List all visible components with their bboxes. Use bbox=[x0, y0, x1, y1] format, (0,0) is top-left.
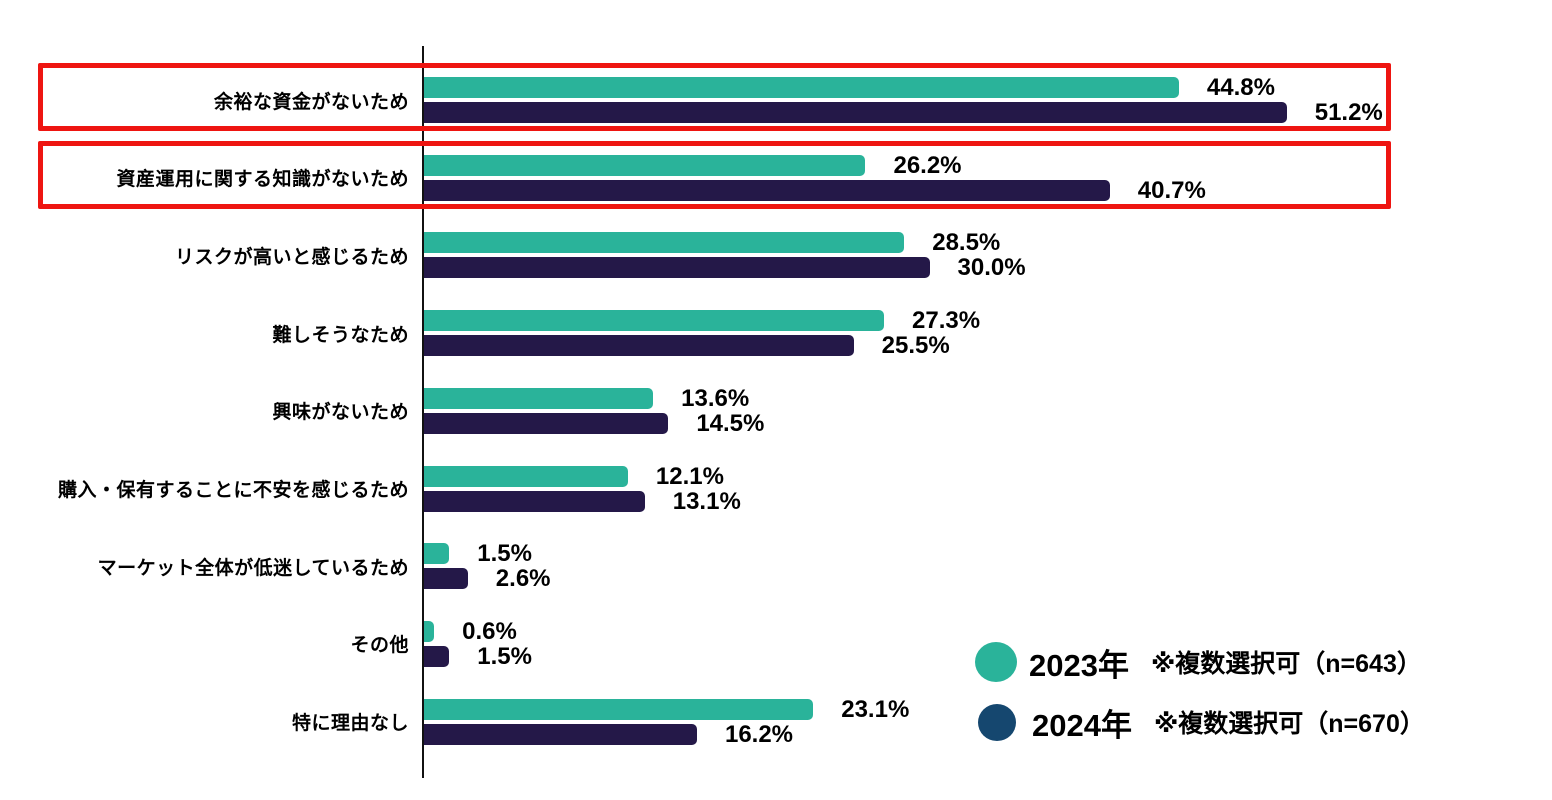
bar-2024年 bbox=[424, 645, 450, 667]
bar-line-2024年: 40.7% bbox=[424, 176, 1206, 204]
category-row: 興味がないため 13.6% 14.5% bbox=[0, 372, 1552, 450]
category-label: 特に理由なし bbox=[291, 713, 409, 735]
bar-2023年 bbox=[424, 232, 905, 254]
bar-2023年 bbox=[424, 698, 814, 720]
bar-line-2023年: 28.5% bbox=[424, 229, 1001, 257]
bar-2023年 bbox=[424, 620, 435, 642]
category-row: 余裕な資金がないため 44.8% 51.2% bbox=[0, 61, 1552, 139]
legend-dot-2024-icon bbox=[978, 703, 1016, 741]
value-label: 25.5% bbox=[881, 332, 950, 360]
bar-2024年 bbox=[424, 257, 930, 279]
category-row: 特に理由なし 23.1% 16.2% bbox=[0, 683, 1552, 761]
legend-entry-2024: 2024年 ※複数選択可（n=670） bbox=[975, 700, 1425, 744]
value-label: 2.6% bbox=[495, 565, 551, 593]
legend-year-2023: 2023年 bbox=[1029, 647, 1129, 683]
value-label: 12.1% bbox=[655, 462, 724, 490]
category-label: 難しそうなため bbox=[272, 324, 409, 346]
legend-note-2023: ※複数選択可（n=643） bbox=[1150, 650, 1422, 678]
bar-2024年 bbox=[424, 568, 468, 590]
category-row: マーケット全体が低迷しているため 1.5% 2.6% bbox=[0, 527, 1552, 605]
bar-2024年 bbox=[424, 490, 645, 512]
bar-line-2024年: 51.2% bbox=[424, 99, 1383, 126]
bar-2024年 bbox=[424, 723, 697, 745]
legend-entry-2023: 2023年 ※複数選択可（n=643） bbox=[975, 640, 1425, 684]
category-label: マーケット全体が低迷しているため bbox=[97, 557, 409, 579]
value-label: 27.3% bbox=[912, 307, 981, 335]
bar-line-2023年: 12.1% bbox=[424, 462, 724, 490]
bar-line-2024年: 14.5% bbox=[424, 409, 765, 437]
value-label: 13.6% bbox=[681, 384, 750, 412]
bar-2023年 bbox=[424, 543, 450, 565]
legend-dot-2023-icon bbox=[975, 642, 1017, 682]
value-label: 30.0% bbox=[957, 254, 1026, 282]
value-label: 23.1% bbox=[841, 695, 910, 723]
bar-2023年 bbox=[424, 154, 866, 176]
bar-line-2024年: 25.5% bbox=[424, 332, 950, 360]
bar-line-2024年: 1.5% bbox=[424, 642, 532, 670]
value-label: 0.6% bbox=[462, 617, 517, 645]
category-label: リスクが高いと感じるため bbox=[174, 246, 409, 268]
bar-line-2024年: 30.0% bbox=[424, 254, 1026, 282]
value-label: 51.2% bbox=[1314, 99, 1383, 126]
bar-2023年 bbox=[424, 465, 628, 487]
bar-2023年 bbox=[424, 77, 1179, 98]
bar-line-2023年: 26.2% bbox=[424, 151, 962, 179]
category-row: その他 0.6% 1.5% bbox=[0, 605, 1552, 683]
bar-2024年 bbox=[424, 179, 1110, 201]
value-label: 16.2% bbox=[724, 720, 794, 748]
legend: 2023年 ※複数選択可（n=643） 2024年 ※複数選択可（n=670） bbox=[975, 640, 1425, 744]
category-row: 難しそうなため 27.3% 25.5% bbox=[0, 294, 1552, 372]
bar-line-2024年: 13.1% bbox=[424, 487, 741, 515]
category-label: その他 bbox=[350, 635, 409, 657]
y-axis-line bbox=[422, 46, 424, 778]
bar-line-2023年: 13.6% bbox=[424, 384, 750, 412]
bar-line-2023年: 27.3% bbox=[424, 307, 981, 335]
category-label: 興味がないため bbox=[272, 402, 409, 424]
bar-2023年 bbox=[424, 310, 884, 332]
value-label: 1.5% bbox=[477, 540, 532, 568]
bar-line-2023年: 0.6% bbox=[424, 617, 517, 645]
bar-2024年 bbox=[424, 335, 854, 357]
legend-year-2024: 2024年 bbox=[1032, 707, 1132, 743]
value-label: 44.8% bbox=[1206, 74, 1275, 101]
bar-2024年 bbox=[424, 412, 669, 434]
value-label: 13.1% bbox=[672, 487, 741, 515]
bar-line-2024年: 2.6% bbox=[424, 565, 551, 593]
bar-2023年 bbox=[424, 387, 654, 409]
value-label: 1.5% bbox=[477, 642, 532, 670]
category-label: 余裕な資金がないため bbox=[213, 91, 409, 113]
value-label: 40.7% bbox=[1137, 176, 1206, 204]
category-label: 購入・保有することに不安を感じるため bbox=[57, 480, 409, 501]
category-row: 購入・保有することに不安を感じるため 12.1% 13.1% bbox=[0, 450, 1552, 528]
category-row: 資産運用に関する知識がないため 26.2% 40.7% bbox=[0, 139, 1552, 217]
bar-line-2023年: 23.1% bbox=[424, 695, 910, 723]
bar-line-2023年: 1.5% bbox=[424, 540, 532, 568]
category-label: 資産運用に関する知識がないため bbox=[116, 169, 409, 191]
value-label: 26.2% bbox=[893, 151, 962, 179]
bar-line-2024年: 16.2% bbox=[424, 720, 794, 748]
bar-line-2023年: 44.8% bbox=[424, 74, 1275, 101]
bar-2024年 bbox=[424, 102, 1287, 123]
value-label: 28.5% bbox=[932, 229, 1001, 257]
value-label: 14.5% bbox=[696, 409, 765, 437]
category-row: リスクが高いと感じるため 28.5% 30.0% bbox=[0, 216, 1552, 294]
legend-note-2024: ※複数選択可（n=670） bbox=[1153, 710, 1425, 738]
